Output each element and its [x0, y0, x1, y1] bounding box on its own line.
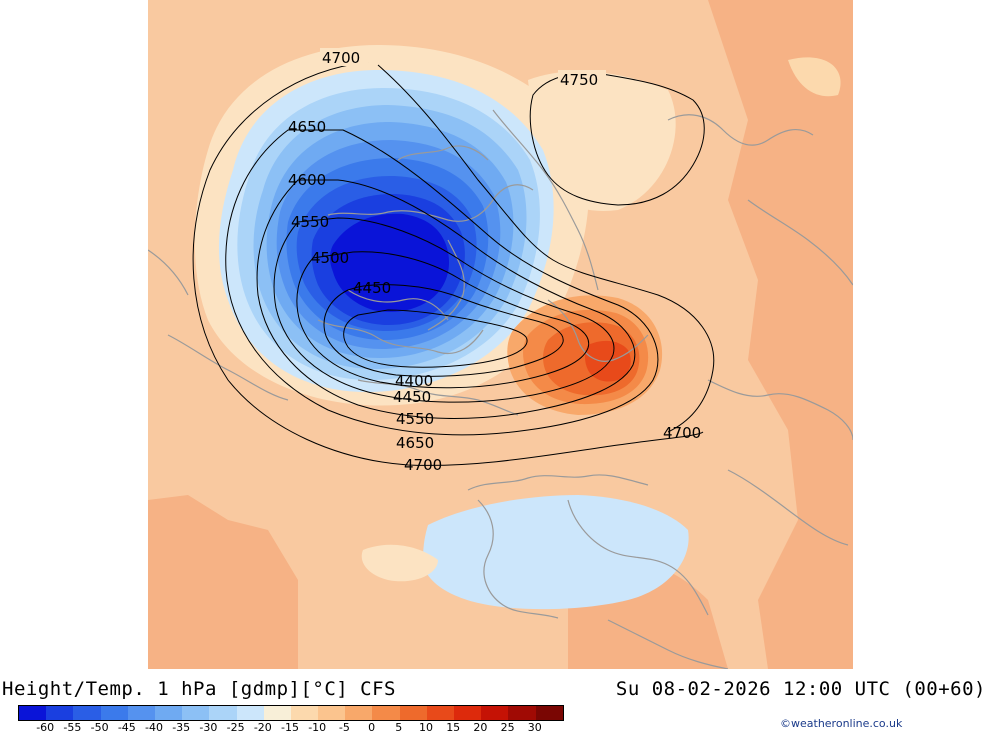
label-4550-bottom: 4550	[396, 410, 434, 428]
color-scale-cell	[154, 706, 183, 720]
contour-4650	[225, 129, 659, 436]
color-scale-label: 15	[446, 721, 461, 734]
label-4400-bottom: 4400	[395, 372, 433, 390]
color-scale-cell	[100, 706, 128, 720]
label-4450-bottom: 4450	[393, 388, 431, 406]
label-4450-inner: 4450	[353, 279, 391, 297]
contour-4600	[256, 179, 636, 419]
color-scale-label: -5	[338, 721, 350, 734]
contour-4700	[192, 61, 704, 466]
warm-region-sw	[148, 495, 298, 669]
contour-4500	[296, 251, 590, 389]
cold-region-europe	[423, 495, 689, 610]
contour-4700-east	[377, 64, 715, 433]
forecast-time: Su 08-02-2026 12:00 UTC (00+60)	[615, 678, 986, 700]
color-scale-cell	[345, 706, 373, 720]
label-bg	[320, 48, 368, 66]
label-4500-left: 4500	[311, 249, 349, 267]
color-scale-cell	[290, 706, 319, 720]
color-scale-labels: -60 -55 -50 -45 -40 -35 -30 -25 -20 -15 -10 -5 0 5 10 1…	[18, 721, 578, 734]
pale-patch-ne	[788, 57, 841, 97]
label-4750: 4750	[560, 71, 598, 89]
color-scale-cell	[209, 706, 237, 720]
temperature-map: 4700 4750 4650 4600 4550 4500 4450 4400 …	[148, 0, 853, 669]
label-4700-right: 4700	[663, 424, 701, 442]
color-scale-label: 10	[419, 721, 433, 734]
label-4550-left: 4550	[291, 213, 329, 231]
color-scale-cell	[399, 706, 427, 720]
label-4700-top: 4700	[322, 49, 360, 67]
color-scale-label: -20	[253, 721, 272, 734]
contour-4550	[273, 217, 615, 403]
contour-labels: 4700 4750 4650 4600 4550 4500 4450 4400 …	[288, 48, 701, 474]
color-scale-cell	[263, 706, 291, 720]
contour-4750	[529, 72, 705, 206]
color-scale-cell	[19, 706, 47, 720]
color-scale-label: 30	[527, 721, 542, 734]
source-credit[interactable]: ©weatheronline.co.uk	[780, 717, 903, 730]
color-scale-cell	[318, 706, 346, 720]
color-scale-cell	[454, 706, 482, 720]
color-scale-label: -55	[63, 721, 82, 734]
color-scale-cell	[426, 706, 454, 720]
color-scale-cell	[508, 706, 536, 720]
warm-region-east	[708, 0, 853, 669]
color-scale-cell	[182, 706, 210, 720]
color-scale-label: -30	[199, 721, 218, 734]
color-scale-cell	[236, 706, 264, 720]
label-bg	[558, 70, 606, 88]
color-scale-cell	[73, 706, 101, 720]
map-area[interactable]: 4700 4750 4650 4600 4550 4500 4450 4400 …	[148, 0, 853, 669]
color-scale-label: 20	[473, 721, 488, 734]
color-scale-label: -25	[226, 721, 245, 734]
color-scale-label: -45	[117, 721, 136, 734]
color-scale-bar	[18, 705, 564, 721]
chart-title: Height/Temp. 1 hPa [gdmp][°C] CFS	[2, 678, 396, 700]
pale-belt-north	[528, 71, 676, 211]
color-scale-cell	[535, 706, 563, 720]
pale-patch-iberia	[361, 544, 438, 582]
contour-4400	[343, 309, 528, 368]
color-scale-label: -60	[36, 721, 55, 734]
label-4700-bottom: 4700	[404, 456, 442, 474]
contours	[192, 61, 715, 466]
coastlines	[148, 109, 853, 669]
label-4650-left: 4650	[288, 118, 326, 136]
color-scale-cell	[46, 706, 74, 720]
color-scale-cell	[127, 706, 155, 720]
color-scale-label: 25	[500, 721, 515, 734]
color-scale-label: -15	[281, 721, 299, 734]
color-scale-label: -40	[145, 721, 163, 734]
color-scale-label: 5	[395, 721, 403, 734]
color-scale-cell	[372, 706, 400, 720]
label-4600-left: 4600	[288, 171, 326, 189]
color-scale-label: -50	[90, 721, 109, 734]
color-scale-cell	[481, 706, 509, 720]
color-scale-label: -35	[172, 721, 191, 734]
color-scale-label: 0	[368, 721, 376, 734]
contour-4450	[323, 284, 564, 377]
color-scale-label: -10	[308, 721, 327, 734]
label-4650-bottom: 4650	[396, 434, 434, 452]
